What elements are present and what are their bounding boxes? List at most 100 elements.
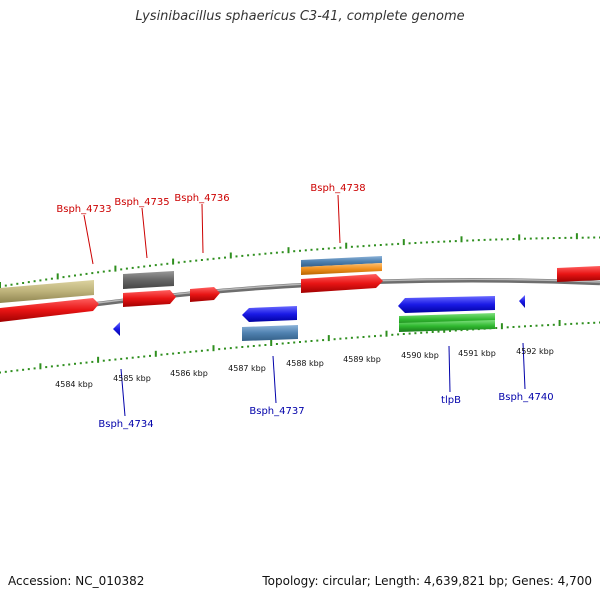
minor-tick (293, 250, 296, 253)
leader-lines (83, 194, 526, 417)
minor-tick (327, 247, 330, 250)
minor-tick (356, 336, 359, 339)
minor-tick (183, 260, 186, 263)
minor-tick (183, 351, 186, 354)
minor-tick (108, 269, 111, 272)
minor-tick (258, 344, 261, 347)
gene-feature-steelblue[interactable] (242, 325, 298, 341)
minor-tick (397, 333, 400, 336)
leader-line (120, 368, 126, 417)
minor-tick (431, 331, 434, 333)
major-tick (575, 233, 578, 240)
gene-label[interactable]: Bsph_4734 (98, 419, 153, 430)
minor-tick (374, 244, 376, 247)
gene-feature-blue[interactable] (242, 306, 297, 322)
map-title: Lysinibacillus sphaericus C3-41, complet… (135, 9, 465, 24)
gene-label[interactable]: Bsph_4738 (310, 183, 365, 194)
major-tick (212, 345, 215, 352)
gene-feature-gray[interactable] (123, 271, 174, 289)
minor-tick (339, 246, 342, 249)
minor-tick (16, 369, 19, 372)
minor-tick (206, 258, 209, 261)
gene-feature-blue-small[interactable] (519, 295, 525, 308)
major-tick (154, 350, 157, 357)
minor-tick (524, 237, 526, 240)
minor-tick (172, 352, 175, 355)
minor-tick (495, 327, 498, 329)
gene-label[interactable]: Bsph_4737 (249, 406, 304, 417)
minor-tick (264, 252, 267, 255)
minor-tick (33, 367, 36, 370)
minor-tick (552, 323, 555, 326)
leader-line (337, 194, 341, 244)
minor-tick (45, 278, 48, 281)
minor-tick (224, 256, 226, 259)
minor-tick (570, 322, 573, 325)
minor-tick (10, 283, 13, 286)
gene-feature-red[interactable] (557, 266, 600, 282)
accession-text: Accession: NC_010382 (8, 574, 145, 588)
minor-tick (45, 366, 48, 369)
gene-feature-tan[interactable] (0, 280, 94, 303)
gene-feature-blue[interactable] (398, 296, 495, 313)
minor-tick (195, 259, 198, 262)
gene-label[interactable]: Bsph_4733 (56, 204, 111, 215)
minor-tick (166, 262, 169, 265)
scale-label: 4590 kbp (401, 351, 439, 360)
minor-tick (385, 243, 388, 246)
minor-tick (195, 350, 198, 353)
gene-label[interactable]: Bsph_4736 (174, 193, 229, 204)
minor-tick (570, 236, 573, 239)
gene-feature-red[interactable] (123, 290, 176, 307)
minor-tick (91, 272, 94, 275)
scale-label: 4585 kbp (113, 374, 151, 383)
minor-tick (581, 322, 584, 325)
minor-tick (454, 240, 457, 243)
leader-line (83, 214, 94, 265)
minor-tick (149, 354, 151, 357)
minor-tick (247, 345, 250, 348)
gene-feature-red[interactable] (190, 287, 220, 302)
minor-tick (379, 334, 382, 337)
minor-tick (397, 242, 400, 245)
minor-tick (541, 237, 544, 240)
gene-feature-blue-small[interactable] (113, 322, 120, 336)
minor-tick (506, 238, 509, 241)
minor-tick (564, 236, 567, 239)
major-tick (172, 258, 175, 265)
minor-tick (4, 284, 7, 287)
gene-label[interactable]: Bsph_4740 (498, 392, 553, 403)
minor-tick (408, 242, 411, 245)
minor-tick (437, 330, 440, 333)
minor-tick (535, 237, 538, 240)
minor-tick (299, 249, 301, 252)
minor-tick (85, 272, 88, 275)
gene-feature-steelblue[interactable] (301, 256, 382, 267)
minor-tick (368, 244, 371, 247)
minor-tick (425, 331, 428, 334)
minor-tick (466, 239, 469, 242)
minor-tick (524, 325, 526, 328)
minor-tick (402, 333, 405, 335)
minor-tick (125, 357, 128, 360)
minor-tick (189, 350, 192, 353)
leader-line (201, 203, 204, 254)
gene-label[interactable]: tlpB (441, 395, 461, 406)
minor-tick (229, 347, 232, 350)
minor-tick (97, 271, 100, 274)
gene-feature-orange[interactable] (301, 263, 382, 275)
gene-feature-red[interactable] (301, 274, 383, 293)
minor-tick (275, 251, 278, 254)
gene-feature-red-large[interactable] (0, 298, 99, 322)
minor-tick (137, 266, 140, 269)
minor-tick (125, 267, 128, 270)
major-tick (327, 335, 330, 342)
minor-tick (281, 251, 284, 254)
minor-tick (339, 337, 342, 340)
gene-label[interactable]: Bsph_4735 (114, 197, 169, 208)
minor-tick (102, 359, 105, 362)
gene-feature-green[interactable] (399, 320, 495, 332)
scale-label: 4584 kbp (55, 380, 93, 389)
minor-tick (177, 261, 180, 264)
